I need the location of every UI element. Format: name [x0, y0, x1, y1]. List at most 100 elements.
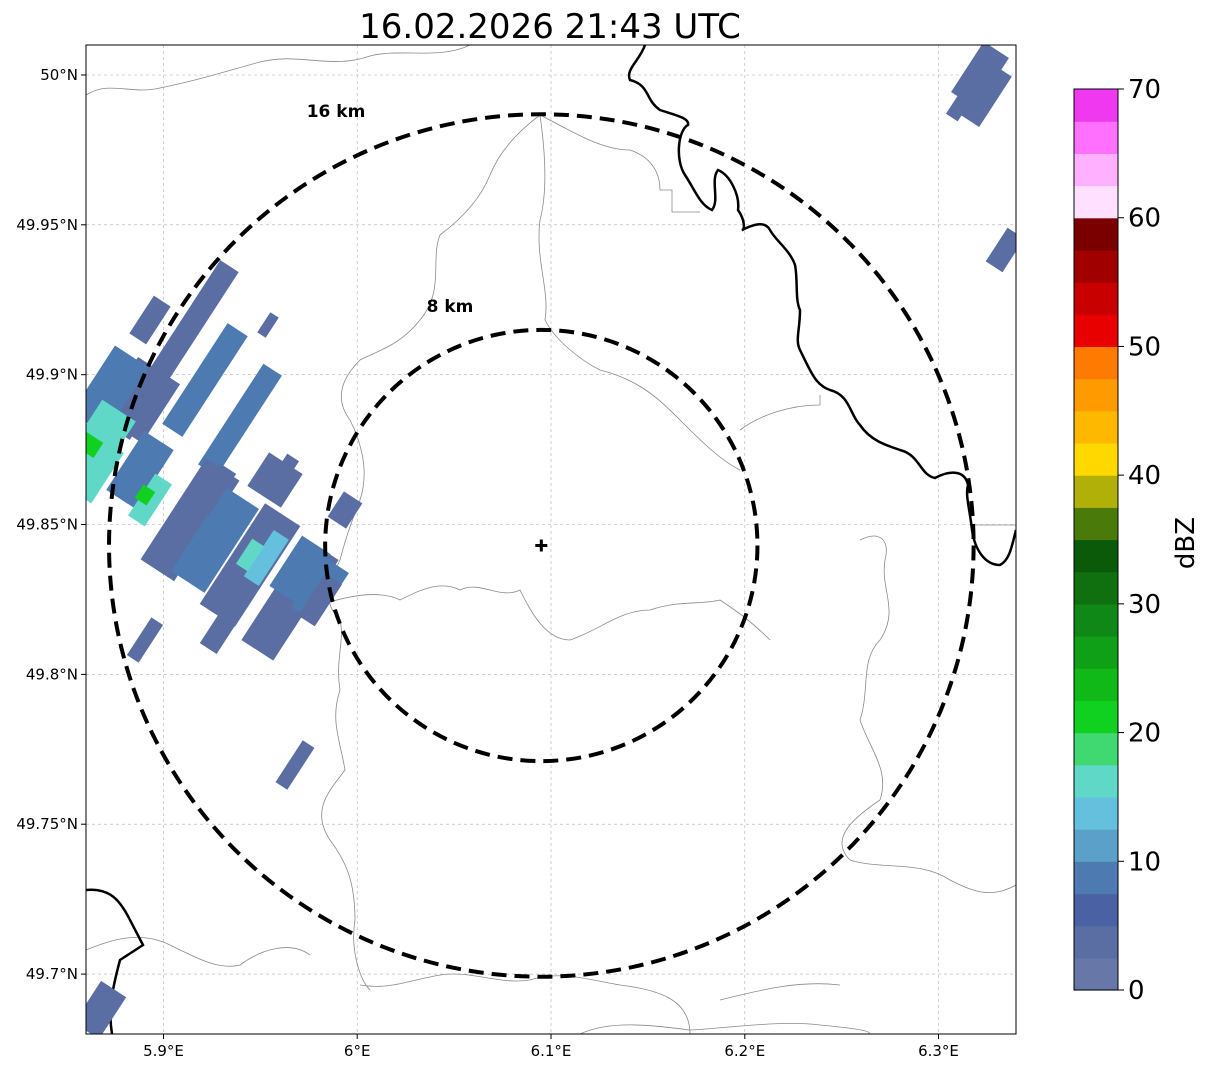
range-ring-8km	[323, 327, 760, 764]
colorbar-segment	[1074, 829, 1118, 862]
colorbar-segment	[1074, 346, 1118, 380]
colorbar-tick-label: 60	[1128, 204, 1161, 234]
map-area: 16 km 8 km	[86, 45, 1016, 1034]
colorbar-segment	[1074, 410, 1118, 444]
country-border	[627, 45, 1016, 567]
radar-echo	[235, 538, 265, 572]
colorbar-segment	[1074, 217, 1118, 251]
admin-boundary	[579, 1022, 871, 1034]
radar-echo	[86, 436, 124, 504]
colorbar-segment	[1074, 153, 1118, 187]
colorbar-tick-label: 50	[1128, 332, 1161, 362]
radar-echo	[86, 345, 149, 435]
radar-echo	[86, 432, 104, 458]
radar-echo	[170, 487, 260, 593]
colorbar-tick-label: 10	[1128, 847, 1161, 877]
colorbar-tick-label: 70	[1128, 75, 1161, 105]
colorbar-segment	[1074, 603, 1118, 637]
radar-echo	[241, 529, 289, 591]
ring-label-8km: 8 km	[427, 297, 474, 317]
radar-echo	[945, 88, 975, 122]
radar-echo	[193, 464, 237, 516]
colorbar-segment	[1074, 507, 1118, 541]
range-ring-16km	[107, 112, 976, 979]
y-tick-label: 49.9°N	[26, 366, 78, 384]
y-tick-label: 49.7°N	[26, 965, 78, 983]
x-tick-label: 5.9°E	[143, 1042, 184, 1060]
colorbar-segment	[1074, 185, 1118, 219]
radar-echo	[199, 576, 261, 654]
y-tick-label: 50°N	[40, 66, 78, 84]
y-tick-label: 49.85°N	[16, 516, 78, 534]
radar-echo	[86, 980, 127, 1034]
x-tick-label: 6°E	[344, 1042, 371, 1060]
x-tick-label: 6.3°E	[918, 1042, 959, 1060]
radar-echo	[958, 63, 1012, 127]
colorbar-segment	[1074, 957, 1118, 991]
admin-boundary	[739, 395, 821, 431]
radar-site-cross	[535, 539, 548, 552]
y-axis: 50°N 49.95°N 49.9°N 49.85°N 49.8°N 49.75°N 49.…	[16, 66, 86, 983]
colorbar-segment	[1074, 282, 1118, 315]
colorbar-segment	[1074, 893, 1118, 927]
y-tick-label: 49.75°N	[16, 815, 78, 833]
radar-echoes	[86, 45, 1016, 1034]
colorbar-segment	[1074, 89, 1118, 122]
admin-boundary	[538, 114, 741, 471]
colorbar-segment	[1074, 668, 1118, 701]
radar-echo	[126, 617, 164, 663]
admin-boundary	[319, 585, 771, 641]
colorbar-segment	[1074, 539, 1118, 573]
x-tick-label: 6.2°E	[724, 1042, 765, 1060]
radar-echo	[162, 323, 248, 437]
x-tick-label: 6.1°E	[531, 1042, 572, 1060]
radar-echo	[129, 295, 171, 345]
radar-echo	[257, 312, 279, 338]
colorbar-tick-label: 30	[1128, 590, 1161, 620]
colorbar: 0 10 20 30 40 50 60 70	[1073, 75, 1161, 1006]
admin-boundaries	[86, 45, 1016, 1034]
colorbar-tick-label: 40	[1128, 461, 1161, 491]
colorbar-segment	[1074, 636, 1118, 669]
y-tick-label: 49.95°N	[16, 216, 78, 234]
admin-boundary	[539, 114, 700, 213]
colorbar-segment	[1074, 861, 1118, 895]
colorbar-segment	[1074, 796, 1118, 830]
grid-lines	[86, 45, 1016, 1034]
colorbar-tick-label: 0	[1128, 976, 1145, 1006]
x-axis: 5.9°E 6°E 6.1°E 6.2°E 6.3°E	[143, 1034, 959, 1060]
radar-echo	[198, 363, 282, 477]
colorbar-segment	[1074, 378, 1118, 412]
admin-boundary	[859, 535, 890, 801]
y-tick-label: 49.8°N	[26, 665, 78, 683]
radar-site-marker	[535, 539, 548, 552]
admin-boundary	[86, 937, 311, 967]
radar-echo	[269, 535, 331, 605]
ring-label-16km: 16 km	[307, 102, 366, 122]
map-title: 16.02.2026 21:43 UTC	[359, 7, 741, 47]
colorbar-segment	[1074, 571, 1118, 605]
radar-echo	[275, 740, 315, 790]
colorbar-label: dBZ	[1171, 517, 1201, 569]
colorbar-segment	[1074, 249, 1118, 283]
colorbar-segment	[1074, 442, 1118, 476]
colorbar-tick-label: 20	[1128, 719, 1161, 749]
colorbar-segment	[1074, 764, 1118, 798]
radar-echo	[985, 227, 1016, 273]
colorbar-segment	[1074, 314, 1118, 348]
colorbar-segment	[1074, 732, 1118, 766]
admin-boundary	[719, 983, 841, 1001]
admin-boundary	[359, 973, 691, 1034]
colorbar-segment	[1074, 700, 1118, 734]
admin-boundary	[321, 114, 541, 991]
admin-boundary	[86, 45, 471, 96]
range-rings: 16 km 8 km	[107, 102, 976, 979]
radar-echo	[270, 453, 300, 487]
radar-echo	[327, 491, 363, 529]
colorbar-segment	[1074, 121, 1118, 154]
colorbar-segment	[1074, 475, 1118, 508]
colorbar-frame	[1073, 88, 1119, 991]
colorbar-segment	[1074, 925, 1118, 959]
radar-echo	[134, 484, 156, 506]
